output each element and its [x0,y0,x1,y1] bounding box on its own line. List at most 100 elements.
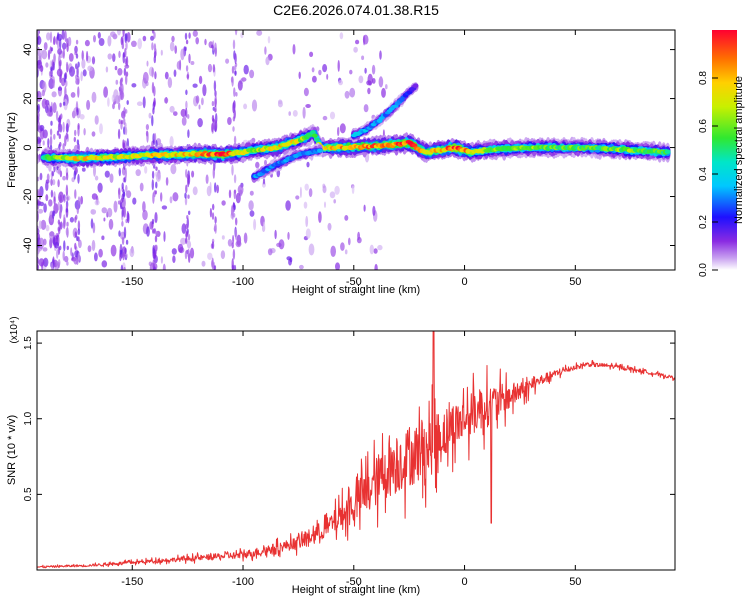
spectrogram-speckle [45,62,49,68]
spectrogram-speckle [160,49,163,56]
spectrogram-speckle [339,32,344,40]
spectrogram-speckle [42,140,45,146]
spectrogram-image [37,30,671,270]
spectrogram-speckle [161,205,168,210]
y-tick-label: 1.0 [23,411,34,425]
spectrogram-speckle [144,166,148,174]
spectrogram-speckle [299,186,302,199]
spectrogram-speckle [233,174,237,184]
colorbar-tick-label: 0.8 [698,71,709,85]
spectrogram-speckle [153,31,156,39]
spectrogram-speckle [59,142,62,147]
spectrogram-speckle [123,117,126,125]
x-tick-label: 50 [569,576,581,588]
spectrogram-speckle [249,210,255,217]
spectrogram-speckle [53,133,56,140]
spectrogram-speckle [57,201,60,211]
spectrogram-speckle [160,192,163,202]
spectrogram-speckle [91,91,97,103]
spectrogram-speckle [186,215,189,220]
snr-x-label: Height of straight line (km) [292,584,420,596]
spectrogram-speckle [235,240,242,248]
spectrogram-speckle [118,167,122,177]
spectrogram-speckle [43,42,48,51]
spectrogram-speckle [57,48,62,55]
spectrogram-speckle [377,244,383,251]
spectrogram-speckle [322,64,328,73]
spectrogram-speckle [63,255,69,263]
spectrogram-speckle [344,215,349,221]
spectrogram-speckle [76,139,80,145]
spectrogram-speckle [106,207,113,218]
spectrogram-speckle [86,50,89,62]
spectrogram-speckle [329,111,336,120]
spectrogram-x-axis: -150 -100 -50 0 50 [121,30,581,288]
spectrogram-speckle [334,185,340,195]
spectrogram-speckle [57,86,63,91]
spectrogram-speckle [212,203,215,211]
spectrogram-speckle [232,116,236,122]
spectrogram-speckle [214,108,217,113]
spectrogram-speckle [153,43,157,52]
spectrogram-speckle [75,53,79,59]
spectrogram-speckle [235,92,238,97]
spectrogram-speckle [169,196,173,204]
y-tick-label: 0.5 [23,487,34,501]
spectrogram-speckle [118,230,121,237]
spectrogram-speckle [232,126,235,132]
spectrogram-speckle [171,248,177,255]
spectrogram-speckle [211,241,215,250]
spectrogram-speckle [97,182,103,193]
spectrogram-speckle [93,35,96,43]
spectrogram-speckle [48,199,53,207]
spectrogram-speckle [121,236,125,245]
spectrogram-speckle [207,63,213,73]
spectrogram-speckle [62,101,66,106]
spectrogram-speckle [78,239,82,249]
spectrogram-speckle [37,36,42,45]
spectrogram-speckle [185,184,188,194]
spectrogram-speckle [367,87,371,95]
spectrogram-speckle [39,124,45,132]
spectrogram-speckle [214,47,217,57]
spectrogram-speckle [153,97,156,108]
spectrogram-speckle [349,69,353,75]
snr-frame [36,330,676,571]
spectrogram-speckle [74,242,77,250]
spectrogram-speckle [61,30,65,40]
spectrogram-speckle [184,196,188,206]
spectrogram-speckle [125,41,128,50]
spectrogram-speckle [59,70,62,80]
spectrogram-speckle [322,185,327,194]
spectrogram-speckle [107,53,113,60]
spectrogram-speckle [57,179,60,188]
spectrogram-speckle [124,47,127,58]
spectrogram-speckle [292,110,298,117]
spectrogram-speckle [287,231,290,240]
spectrogram-speckle [198,104,201,110]
spectrogram-speckle [126,190,132,199]
spectrogram-speckle [232,102,235,114]
spectrogram-frame [36,29,676,271]
spectrogram-panel: -150 -100 -50 0 50 -40 -20 0 20 40 Height of str… [6,29,676,296]
spectrogram-speckle [190,61,195,65]
spectrogram-speckle [288,111,292,116]
spectrogram-speckle [41,89,45,97]
spectrogram-speckle [76,204,80,215]
spectrogram-speckle [308,243,315,256]
spectrogram-speckle [197,118,203,128]
spectrogram-speckle [371,64,376,75]
spectrogram-speckle [58,259,61,267]
spectrogram-speckle [136,101,143,106]
spectrogram-speckle [59,203,62,216]
spectrogram-speckle [304,183,309,191]
spectrogram-speckle [118,102,121,111]
spectrogram-speckle [122,30,125,37]
spectrogram-speckle [42,81,47,93]
spectrogram-speckle [278,239,285,250]
spectrogram-speckle [186,74,189,79]
spectrogram-speckle [58,133,61,140]
spectrogram-speckle [74,129,77,137]
spectrogram-speckle [308,188,313,198]
spectrogram-speckle [150,35,155,41]
